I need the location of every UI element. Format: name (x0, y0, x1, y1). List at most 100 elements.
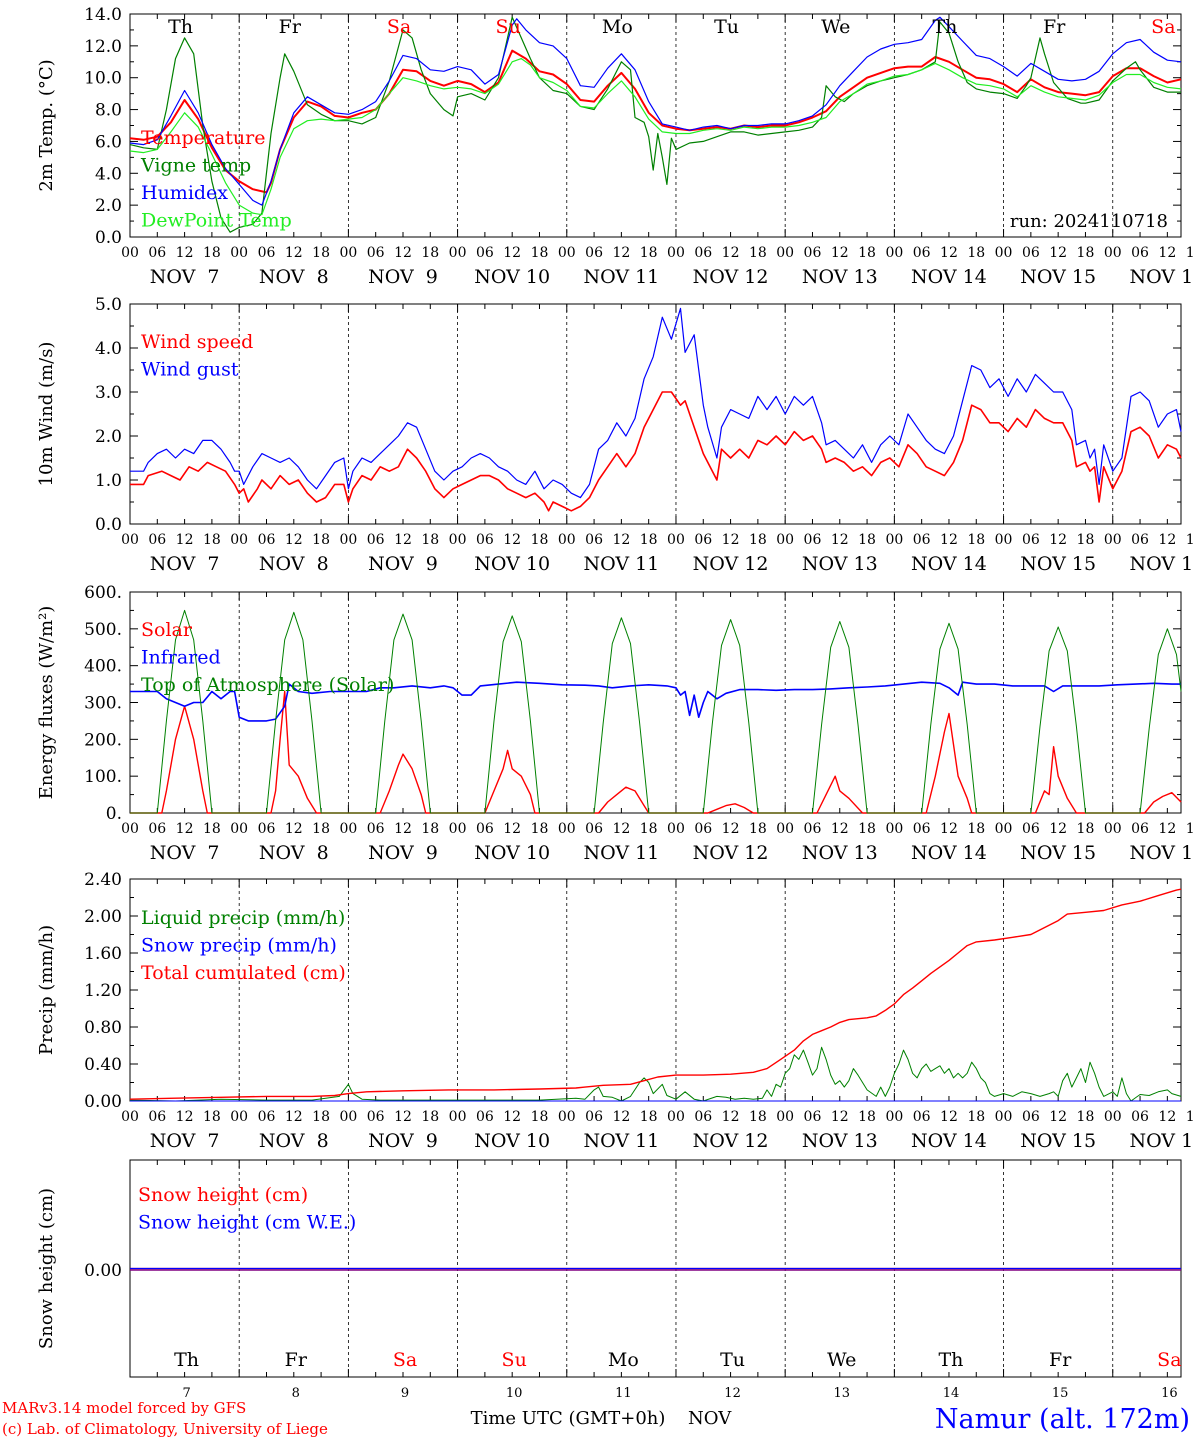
hour-tick-label: 00 (995, 821, 1013, 837)
date-label: NOV 14 (911, 842, 987, 864)
y-tick-label: 14.0 (84, 5, 122, 25)
panel-2: 0.0 1.0 2.0 3.0 4.0 5.0 10m Wind (m/s) Wind spe… (36, 295, 1194, 575)
hour-tick-label: 18 (858, 245, 876, 261)
hour-tick-label: 12 (722, 1109, 740, 1125)
weekday-label: Th (174, 1349, 199, 1371)
hour-tick-label: 00 (339, 532, 357, 548)
hour-tick-label: 18 (1186, 1109, 1194, 1125)
date-label: NOV 13 (802, 1130, 878, 1152)
hour-tick-label: 00 (558, 532, 576, 548)
date-label: NOV 14 (911, 553, 987, 575)
day-number-label: 9 (401, 1386, 409, 1401)
y-tick-label: 0.0 (95, 515, 122, 535)
xaxis-title: Time UTC (GMT+0h) (471, 1408, 666, 1429)
hour-tick-label: 00 (449, 245, 467, 261)
series-line-2 (129, 16, 1181, 233)
series-line-1 (129, 1046, 1182, 1102)
hour-tick-label: 18 (749, 532, 767, 548)
hour-tick-label: 06 (367, 1109, 385, 1125)
panel-4: 0.00 0.40 0.80 1.20 1.60 2.00 2.40 Precip (mm/h… (36, 870, 1194, 1152)
hour-tick-label: 18 (749, 821, 767, 837)
series-line-1 (129, 49, 1182, 194)
weekday-label: Fr (1043, 16, 1066, 38)
hour-tick-label: 18 (858, 532, 876, 548)
legend-entry: Infrared (141, 647, 221, 669)
hour-tick-label: 18 (312, 245, 330, 261)
hour-tick-label: 06 (804, 1109, 822, 1125)
hour-tick-label: 12 (176, 821, 194, 837)
y-tick-label: 2.0 (95, 427, 122, 447)
weekday-label: Sa (393, 1349, 417, 1371)
y-tick-label: 1.0 (95, 471, 122, 491)
hour-tick-label: 12 (612, 245, 630, 261)
hour-tick-label: 06 (694, 821, 712, 837)
hour-tick-label: 12 (1158, 532, 1176, 548)
legend-entry: DewPoint Temp (141, 210, 292, 232)
date-label: NOV 10 (474, 553, 550, 575)
date-label: NOV 15 (1020, 1130, 1096, 1152)
panel-5: 0.00 Snow height (cm) Snow height (cm) Snow… (36, 1159, 1182, 1401)
hour-tick-label: 06 (1022, 821, 1040, 837)
hour-tick-label: 06 (367, 821, 385, 837)
hour-tick-label: 18 (312, 1109, 330, 1125)
date-label: NOV 13 (802, 553, 878, 575)
hour-tick-label: 00 (121, 821, 139, 837)
y-axis-title: 2m Temp. (°C) (36, 59, 57, 191)
weekday-label: Th (168, 16, 193, 38)
hour-tick-label: 12 (612, 1109, 630, 1125)
day-number-label: 8 (292, 1386, 300, 1401)
legend-entry: Solar (141, 619, 193, 641)
date-label: NOV 11 (583, 1130, 659, 1152)
hour-tick-label: 12 (1158, 1109, 1176, 1125)
hour-tick-label: 18 (1077, 532, 1095, 548)
y-tick-label: 2.00 (84, 907, 122, 927)
hour-tick-label: 18 (1186, 532, 1194, 548)
hour-tick-label: 00 (121, 1109, 139, 1125)
hour-tick-label: 12 (722, 245, 740, 261)
hour-tick-label: 18 (858, 821, 876, 837)
hour-tick-label: 06 (476, 821, 494, 837)
hour-tick-label: 12 (940, 245, 958, 261)
hour-tick-label: 00 (1104, 1109, 1122, 1125)
hour-tick-label: 12 (394, 821, 412, 837)
date-label: NOV 12 (693, 1130, 769, 1152)
day-number-label: 13 (833, 1386, 850, 1401)
date-label: NOV 16 (1129, 842, 1194, 864)
series-line-3 (129, 16, 1182, 206)
date-label: NOV 10 (474, 266, 550, 288)
chart-panels: 0.0 2.0 4.0 6.0 8.0 10.0 12.0 14.0 2m Temp. (°C)… (36, 5, 1194, 1401)
hour-tick-label: 00 (121, 245, 139, 261)
hour-tick-label: 00 (667, 245, 685, 261)
hour-tick-label: 06 (694, 1109, 712, 1125)
y-tick-label: 2.40 (84, 870, 122, 890)
hour-tick-label: 06 (913, 1109, 931, 1125)
date-label: NOV 13 (802, 842, 878, 864)
hour-tick-label: 00 (121, 532, 139, 548)
weekday-label: Su (502, 1349, 527, 1371)
hour-tick-label: 06 (1131, 1109, 1149, 1125)
date-label: NOV 8 (259, 553, 329, 575)
hour-tick-label: 00 (230, 821, 248, 837)
date-label: NOV 15 (1020, 553, 1096, 575)
hour-tick-label: 12 (1049, 245, 1067, 261)
credit-line-2: (c) Lab. of Climatology, University of L… (2, 1420, 328, 1438)
y-axis-title: 10m Wind (m/s) (36, 342, 57, 487)
hour-tick-label: 18 (967, 245, 985, 261)
legend-entry: Snow height (cm W.E.) (138, 1212, 356, 1234)
date-label: NOV 11 (583, 266, 659, 288)
date-label: NOV 16 (1129, 266, 1194, 288)
hour-tick-label: 00 (885, 245, 903, 261)
hour-tick-label: 06 (367, 245, 385, 261)
y-tick-label: 4.0 (95, 164, 122, 184)
hour-tick-label: 00 (667, 532, 685, 548)
hour-tick-label: 06 (148, 1109, 166, 1125)
hour-tick-label: 06 (913, 821, 931, 837)
panel-3: 0. 100. 200. 300. 400. 500. 600. Energy fluxes … (36, 583, 1194, 864)
series-line-2 (130, 307, 1182, 499)
y-tick-label: 0.00 (84, 1092, 122, 1112)
hour-tick-label: 18 (967, 821, 985, 837)
hour-tick-label: 18 (640, 532, 658, 548)
y-tick-label: 100. (84, 767, 122, 787)
date-label: NOV 12 (693, 842, 769, 864)
